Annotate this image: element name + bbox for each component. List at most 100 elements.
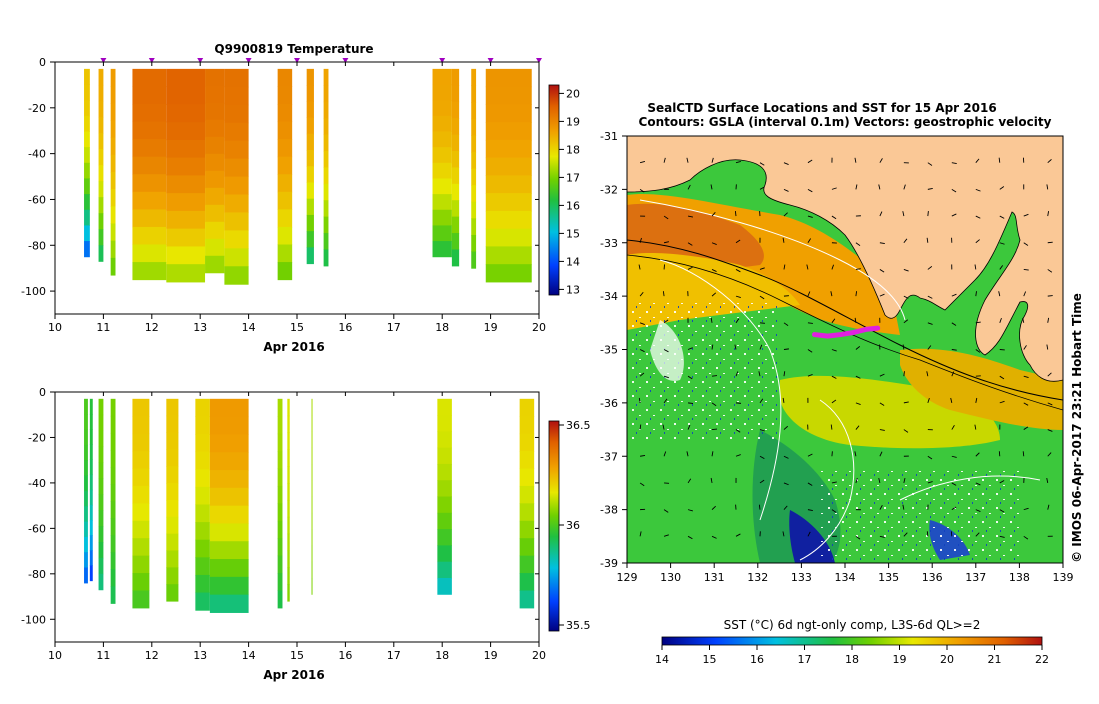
- profile-5-cell: [205, 137, 224, 154]
- profile-4-cell: [132, 486, 149, 504]
- profile-5-cell: [205, 188, 224, 205]
- profile-2-cell: [111, 224, 116, 242]
- velocity-vector: [1024, 269, 1029, 270]
- map-x-tick-label: 131: [704, 571, 725, 584]
- profile-8-cell: [307, 134, 314, 151]
- profile-3-cell: [111, 586, 116, 604]
- profile-13-cell: [486, 229, 532, 247]
- profile-12-cell: [520, 573, 535, 591]
- profile-11-cell: [437, 545, 452, 562]
- profile-3-cell: [111, 433, 116, 451]
- x-tick-label: 14: [242, 321, 256, 334]
- x-tick-label: 16: [338, 321, 352, 334]
- x-tick-label: 12: [145, 321, 159, 334]
- profile-13-cell: [486, 175, 532, 193]
- profile-10-cell: [312, 480, 313, 497]
- profile-2-cell: [111, 172, 116, 190]
- profile-2-cell: [99, 399, 104, 415]
- velocity-vector: [927, 531, 928, 536]
- x-tick-label: 13: [193, 321, 207, 334]
- profile-0-cell: [84, 225, 90, 241]
- x-tick-label: 11: [96, 321, 110, 334]
- profile-9-cell: [287, 433, 289, 450]
- profile-7-cell: [278, 174, 293, 192]
- profile-3-cell: [111, 569, 116, 587]
- profile-0-cell: [84, 241, 90, 257]
- profile-7-cell: [210, 488, 249, 506]
- profile-8-cell: [307, 101, 314, 118]
- profile-2-cell: [111, 155, 116, 173]
- velocity-vector: [712, 376, 717, 377]
- profile-10-cell: [433, 241, 452, 257]
- profile-13-cell: [486, 246, 532, 264]
- profile-11-cell: [452, 151, 459, 168]
- colorbar-tick-label: 36.5: [566, 419, 591, 432]
- temperature-title: Q9900819 Temperature: [214, 42, 373, 56]
- profile-8-cell: [278, 486, 283, 504]
- profile-1-cell: [99, 245, 104, 262]
- profile-9-cell: [287, 517, 289, 534]
- profile-12-cell: [471, 102, 476, 119]
- x-tick-label: 20: [532, 649, 546, 662]
- profile-8-cell: [307, 85, 314, 102]
- profile-9-cell: [324, 151, 329, 168]
- map-y-tick-label: -33: [600, 237, 618, 250]
- profile-4-cell: [132, 434, 149, 452]
- profile-1-cell: [99, 69, 104, 86]
- profile-1-cell: [90, 490, 93, 506]
- profile-10-cell: [312, 513, 313, 530]
- profile-2-cell: [99, 494, 104, 510]
- profile-8-cell: [307, 69, 314, 86]
- profile-2-cell: [99, 526, 104, 542]
- profile-6-cell: [195, 575, 210, 593]
- profile-10-cell: [312, 415, 313, 432]
- profile-10-cell: [312, 529, 313, 546]
- profile-12-cell: [471, 135, 476, 152]
- profile-9-cell: [287, 551, 289, 568]
- profile-8-cell: [307, 215, 314, 232]
- profile-4-cell: [132, 451, 149, 469]
- profile-7-cell: [210, 417, 249, 435]
- profile-1-cell: [90, 565, 93, 581]
- velocity-vector: [904, 371, 905, 376]
- y-tick-label: -100: [21, 613, 46, 626]
- profile-1-cell: [99, 197, 104, 214]
- profile-2-cell: [99, 415, 104, 431]
- profile-10-cell: [433, 69, 452, 85]
- profile-12-cell: [520, 416, 535, 434]
- map-subtitle: Contours: GSLA (interval 0.1m) Vectors: …: [639, 115, 1052, 129]
- profile-10-cell: [433, 85, 452, 101]
- profile-2-cell: [111, 206, 116, 224]
- profile-5-cell: [166, 517, 178, 534]
- profile-8-cell: [278, 503, 283, 521]
- profile-11-cell: [452, 200, 459, 217]
- y-tick-label: -20: [28, 102, 46, 115]
- profile-9-cell: [287, 416, 289, 433]
- profile-5-cell: [205, 205, 224, 222]
- profile-10-cell: [312, 562, 313, 579]
- colorbar-tick-label: 13: [566, 283, 580, 296]
- profile-0-cell: [84, 522, 88, 538]
- profile-2-cell: [111, 120, 116, 138]
- profile-5-cell: [205, 222, 224, 239]
- sst-colorbar: [662, 637, 1042, 645]
- profile-13-cell: [486, 158, 532, 176]
- profile-6-cell: [224, 194, 248, 212]
- x-tick-label: 15: [290, 649, 304, 662]
- profile-4-cell: [132, 556, 149, 574]
- sst-colorbar-tick-label: 16: [750, 653, 764, 666]
- profile-8-cell: [307, 118, 314, 135]
- profile-6-cell: [224, 105, 248, 123]
- profile-4-cell: [132, 573, 149, 591]
- profile-12-cell: [471, 252, 476, 269]
- profile-12-cell: [471, 152, 476, 169]
- profile-0-cell: [84, 100, 90, 116]
- profile-12-cell: [471, 169, 476, 186]
- x-tick-label: 10: [48, 649, 62, 662]
- profile-11-cell: [452, 69, 459, 86]
- sst-colorbar-tick-label: 14: [655, 653, 669, 666]
- map-y-tick-label: -37: [600, 450, 618, 463]
